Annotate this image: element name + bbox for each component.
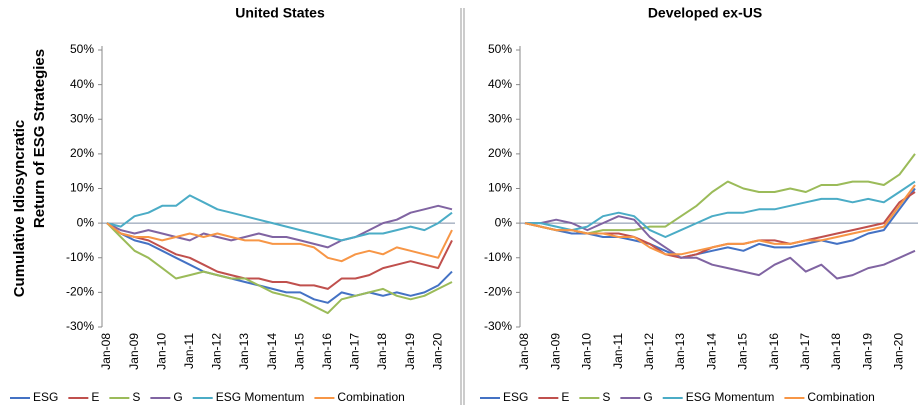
legend-label: E — [91, 390, 99, 404]
legend-label: Combination — [337, 390, 404, 404]
y-axis-label: Cumulative Idiosyncratic Return of ESG St… — [11, 49, 48, 297]
x-tick-label: Jan-17 — [348, 333, 362, 370]
x-tick-label: Jan-09 — [127, 333, 141, 370]
legend-label: ESG — [503, 390, 528, 404]
y-tick-label: 30% — [488, 111, 512, 125]
x-tick-label: Jan-12 — [210, 333, 224, 370]
x-tick-label: Jan-11 — [611, 333, 625, 369]
x-tick-label: Jan-20 — [430, 333, 444, 370]
x-tick-label: Jan-15 — [292, 333, 306, 370]
x-tick-label: Jan-18 — [829, 333, 843, 370]
x-tick-label: Jan-17 — [798, 333, 812, 370]
legend-label: S — [132, 390, 140, 404]
x-tick-label: Jan-11 — [182, 333, 196, 369]
y-axis-label-line: Return of ESG Strategies — [31, 49, 48, 228]
y-tick-label: 0% — [495, 215, 513, 229]
y-tick-label: 20% — [70, 146, 94, 160]
x-tick-label: Jan-16 — [320, 333, 334, 370]
series-line — [106, 204, 453, 249]
y-tick-label: 40% — [70, 77, 94, 91]
x-tick-label: Jan-19 — [403, 333, 417, 370]
x-tick-label: Jan-08 — [99, 333, 113, 370]
x-tick-label: Jan-19 — [860, 333, 874, 370]
legend-label: G — [643, 390, 652, 404]
x-tick-label: Jan-15 — [736, 333, 750, 370]
series-line — [525, 180, 916, 238]
legend-label: G — [173, 390, 182, 404]
x-tick-label: Jan-20 — [892, 333, 906, 370]
x-tick-label: Jan-14 — [265, 333, 279, 370]
series-line — [106, 194, 453, 242]
series-line — [524, 184, 916, 256]
series-line — [106, 222, 453, 290]
series-line — [525, 215, 916, 280]
series-line — [106, 222, 453, 315]
y-tick-label: 10% — [488, 181, 512, 195]
y-tick-label: -20% — [484, 285, 512, 299]
y-tick-label: 50% — [488, 42, 512, 56]
chart-title: Developed ex-US — [648, 5, 762, 21]
y-tick-label: 30% — [70, 111, 94, 125]
y-tick-label: -30% — [484, 319, 512, 333]
y-axis-label-line: Cumulative Idiosyncratic — [11, 120, 28, 298]
legend-label: Combination — [807, 390, 874, 404]
chart-title: United States — [235, 5, 325, 21]
legend-label: ESG Momentum — [216, 390, 305, 404]
legend-label: S — [602, 390, 610, 404]
x-tick-label: Jan-08 — [517, 333, 531, 370]
x-tick-label: Jan-09 — [548, 333, 562, 370]
y-tick-label: 40% — [488, 77, 512, 91]
y-tick-label: 20% — [488, 146, 512, 160]
x-tick-label: Jan-13 — [237, 333, 251, 370]
legend-label: ESG — [33, 390, 58, 404]
y-tick-label: 10% — [70, 181, 94, 195]
x-tick-label: Jan-16 — [767, 333, 781, 370]
x-tick-label: Jan-18 — [375, 333, 389, 370]
series-line — [106, 222, 453, 263]
x-tick-label: Jan-14 — [704, 333, 718, 370]
y-tick-label: 0% — [77, 215, 95, 229]
x-tick-label: Jan-13 — [673, 333, 687, 370]
legend-label: ESG Momentum — [686, 390, 775, 404]
y-tick-label: -10% — [484, 250, 512, 264]
y-tick-label: -10% — [66, 250, 94, 264]
y-tick-label: -20% — [66, 285, 94, 299]
y-tick-label: -30% — [66, 319, 94, 333]
legend-label: E — [561, 390, 569, 404]
series-line — [106, 222, 453, 304]
x-tick-label: Jan-12 — [642, 333, 656, 370]
x-tick-label: Jan-10 — [154, 333, 168, 370]
series-line — [524, 153, 916, 235]
y-tick-label: 50% — [70, 42, 94, 56]
x-tick-label: Jan-10 — [580, 333, 594, 370]
